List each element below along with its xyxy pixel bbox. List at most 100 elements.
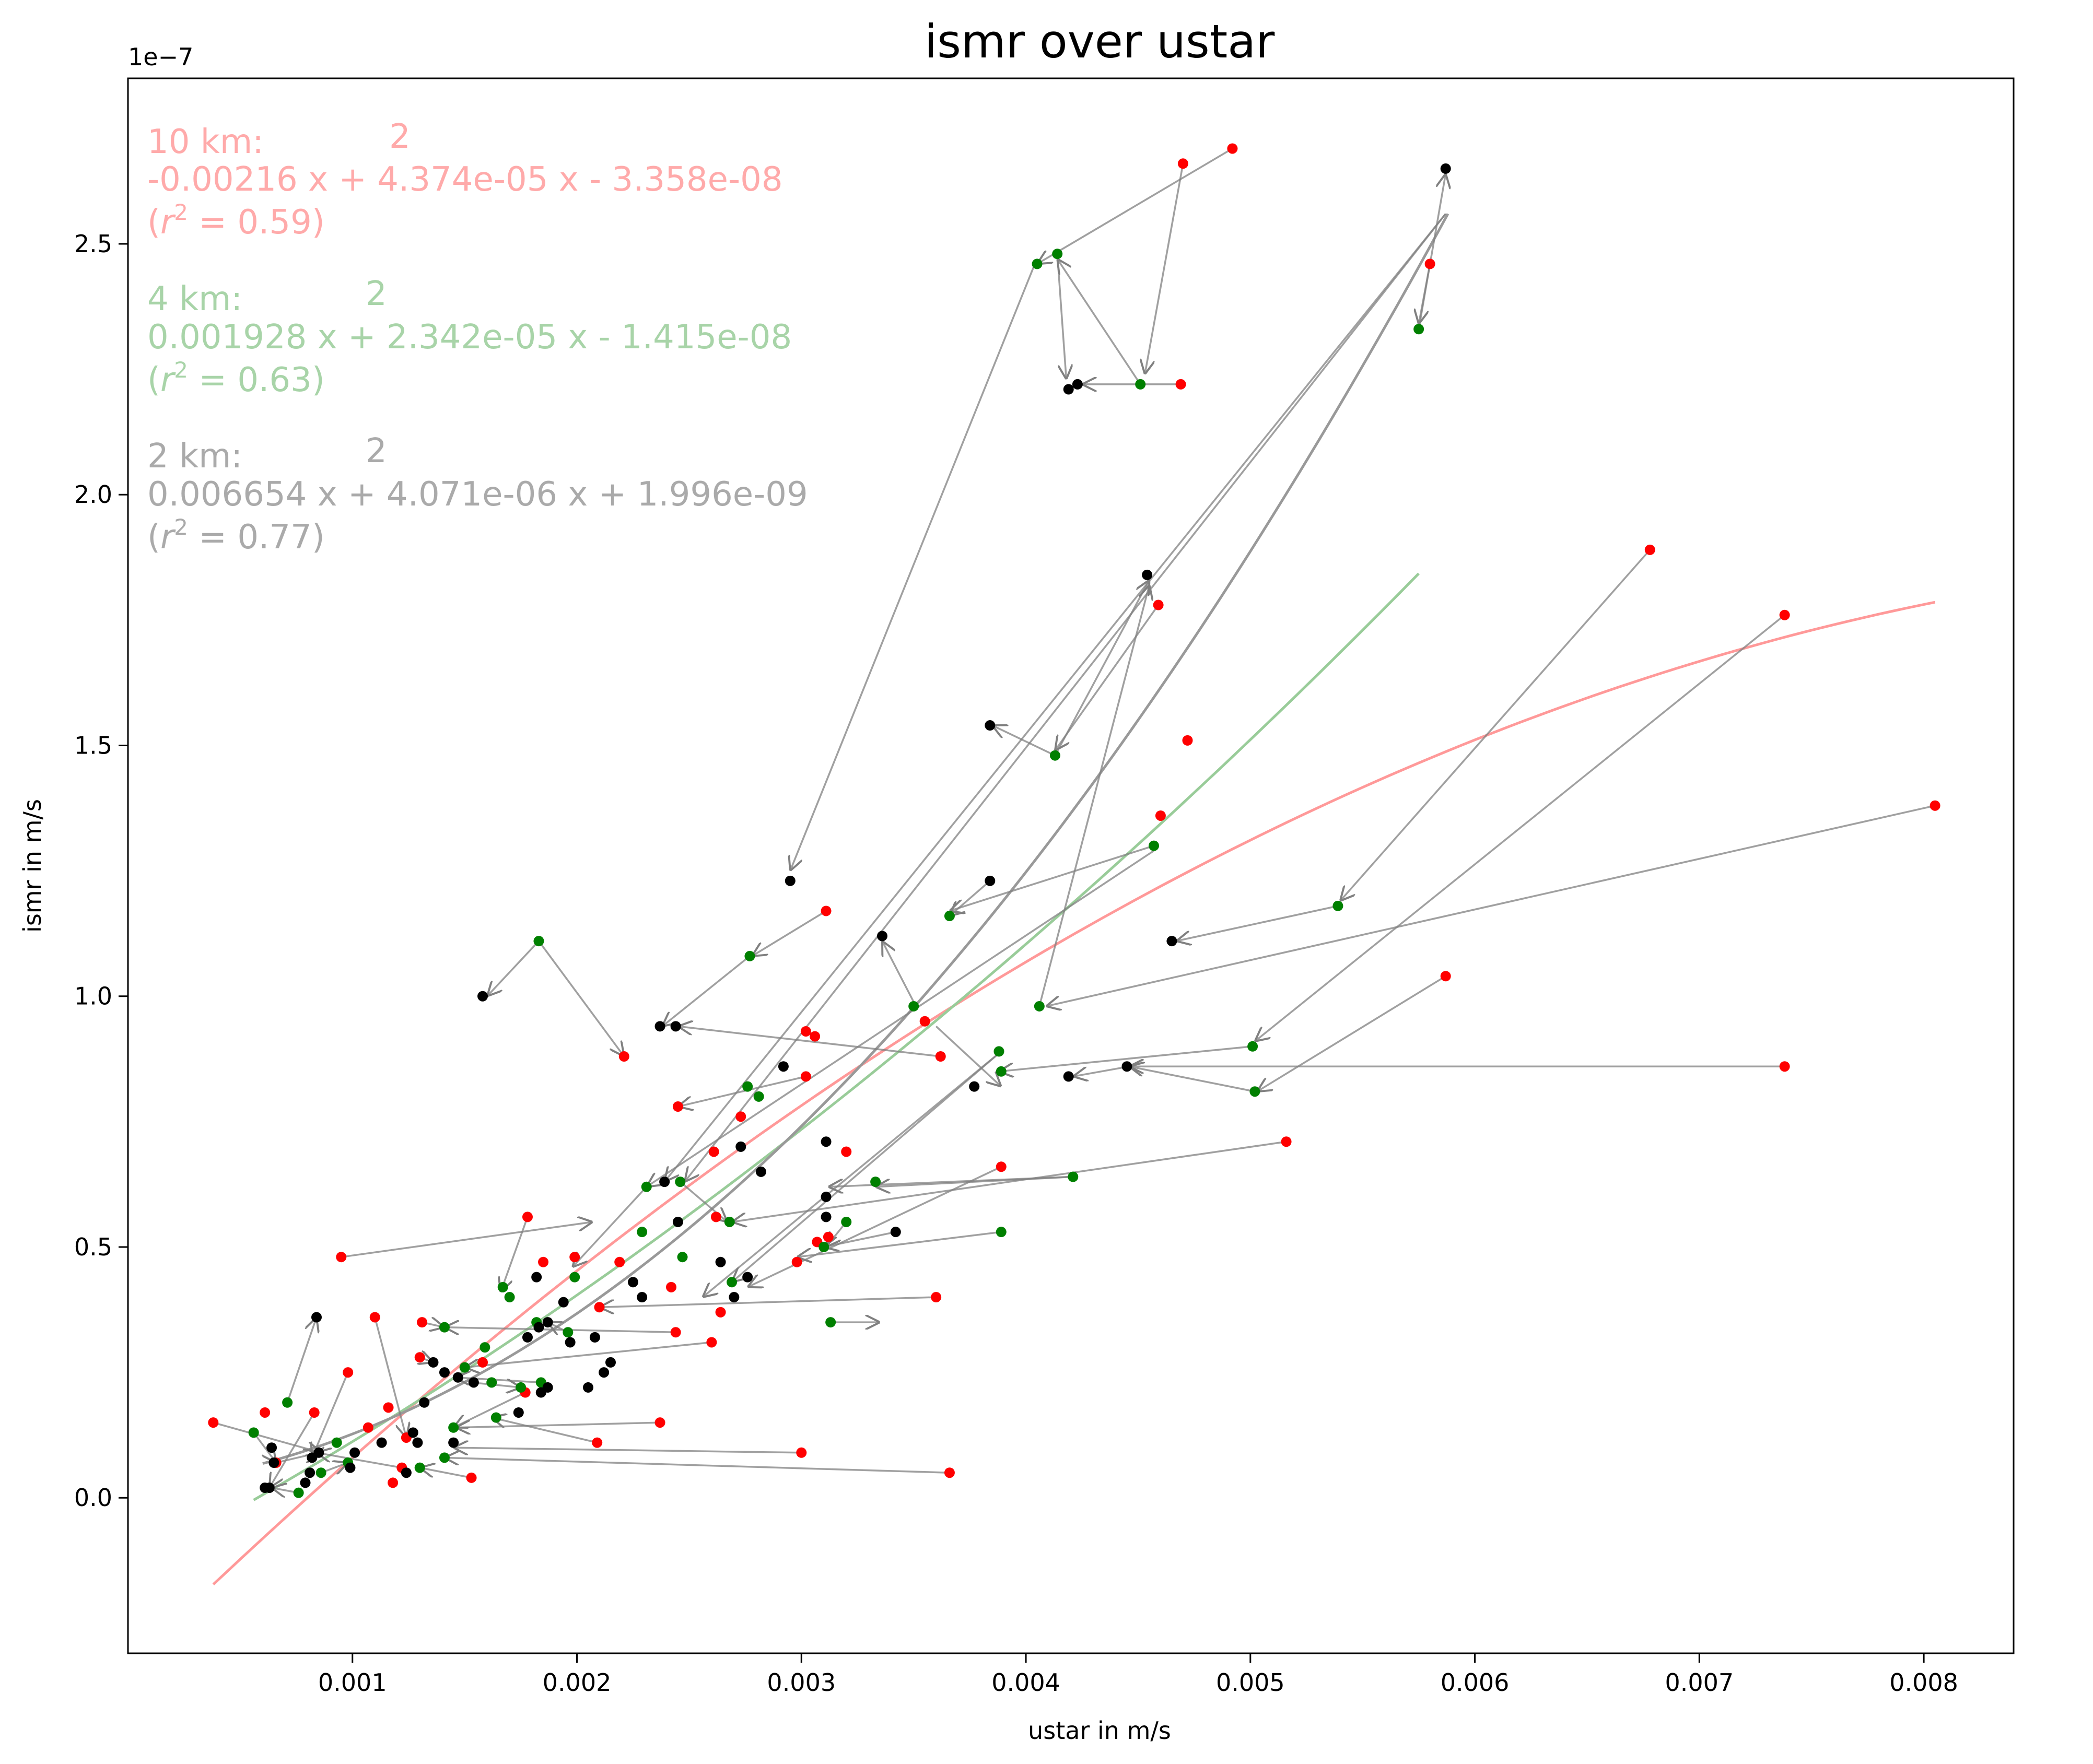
x-tick-label: 0.005: [1216, 1668, 1285, 1697]
annotation-10km-equation: -0.00216 x + 4.374e-05 x - 3.358e-08: [147, 160, 783, 199]
trajectory-arrow: [732, 1140, 1287, 1222]
data-point-2km: [305, 1467, 315, 1478]
data-point-4km: [293, 1487, 304, 1498]
data-point-4km: [727, 1277, 738, 1288]
trajectory-arrow: [317, 1453, 402, 1469]
data-point-10km: [383, 1402, 394, 1413]
data-point-2km: [558, 1297, 569, 1308]
trajectory-arrow: [253, 1432, 276, 1463]
data-point-10km: [796, 1447, 807, 1458]
data-point-2km: [376, 1437, 387, 1448]
trajectory-arrow: [600, 1296, 937, 1307]
data-point-4km: [459, 1362, 470, 1373]
trajectory-arrow: [1129, 1066, 1255, 1092]
trajectory-arrow: [647, 850, 1154, 1187]
data-point-2km: [821, 1136, 832, 1147]
data-point-2km: [890, 1227, 901, 1238]
data-point-10km: [414, 1352, 425, 1363]
trajectory-arrow: [950, 844, 1154, 911]
data-point-10km: [710, 1212, 721, 1222]
x-tick-label: 0.007: [1665, 1668, 1734, 1697]
data-point-10km: [1153, 599, 1164, 610]
data-point-2km: [513, 1407, 524, 1418]
data-point-10km: [800, 1071, 811, 1082]
trajectory-arrow: [703, 1051, 1002, 1297]
data-point-10km: [715, 1307, 726, 1318]
y-axis-label: ismr in m/s: [18, 799, 46, 933]
data-point-10km: [1779, 1061, 1790, 1072]
data-point-4km: [516, 1382, 527, 1393]
data-point-2km: [785, 875, 796, 886]
data-point-10km: [1227, 143, 1238, 154]
data-point-4km: [448, 1422, 459, 1433]
data-point-2km: [401, 1467, 412, 1478]
data-point-4km: [569, 1272, 580, 1283]
data-point-4km: [944, 911, 955, 922]
plot-frame: [127, 77, 2015, 1654]
data-point-4km: [641, 1181, 652, 1192]
data-point-10km: [1177, 158, 1188, 169]
data-point-4km: [414, 1462, 425, 1473]
data-point-2km: [1166, 936, 1177, 947]
trajectory-arrow: [1340, 549, 1651, 901]
data-point-2km: [821, 1212, 832, 1222]
trajectory-arrow: [270, 1412, 315, 1488]
data-point-10km: [821, 905, 832, 916]
trajectory-arrow: [445, 1457, 950, 1474]
trajectory-arrow: [492, 1418, 598, 1444]
trajectory-arrow: [465, 1341, 712, 1367]
data-point-10km: [670, 1327, 681, 1338]
data-point-4km: [908, 1001, 919, 1012]
data-point-4km: [1247, 1041, 1258, 1052]
data-point-10km: [708, 1146, 719, 1157]
trajectory-arrow: [374, 1317, 406, 1438]
data-point-10km: [1930, 800, 1940, 811]
data-point-2km: [412, 1437, 423, 1448]
annotation-4km-head: 4 km: 2: [147, 275, 387, 319]
data-point-10km: [477, 1357, 488, 1368]
y-tick-label: 1.0: [74, 982, 112, 1010]
data-point-4km: [563, 1327, 574, 1338]
data-point-4km: [1052, 249, 1063, 260]
trajectory-arrow: [685, 213, 1447, 1182]
data-point-10km: [208, 1417, 219, 1428]
data-point-10km: [363, 1422, 373, 1433]
data-point-2km: [627, 1277, 638, 1288]
data-point-2km: [260, 1483, 271, 1493]
data-point-10km: [706, 1337, 717, 1348]
data-point-4km: [841, 1216, 852, 1227]
data-point-4km: [819, 1241, 829, 1252]
data-point-10km: [336, 1252, 347, 1263]
data-point-2km: [439, 1367, 450, 1378]
data-point-4km: [533, 936, 544, 947]
data-point-2km: [531, 1272, 542, 1283]
data-point-2km: [452, 1372, 463, 1383]
data-point-10km: [944, 1467, 955, 1478]
data-point-4km: [1249, 1086, 1260, 1097]
data-point-10km: [538, 1256, 549, 1267]
data-point-10km: [654, 1417, 665, 1428]
trajectory-arrow: [747, 1166, 1002, 1287]
data-point-2km: [1121, 1061, 1132, 1072]
data-point-2km: [522, 1332, 533, 1343]
x-axis-label: ustar in m/s: [1028, 1716, 1171, 1745]
data-point-10km: [466, 1472, 477, 1483]
data-point-2km: [605, 1357, 616, 1368]
data-point-10km: [996, 1161, 1007, 1172]
data-point-4km: [996, 1066, 1007, 1077]
trajectory-arrow: [1255, 614, 1785, 1041]
data-points: [208, 143, 1940, 1498]
data-point-4km: [637, 1227, 648, 1238]
trajectory-arrow: [992, 725, 1056, 757]
data-point-10km: [388, 1477, 399, 1488]
trajectory-arrow: [1176, 905, 1338, 941]
trajectory-arrow: [828, 1175, 1071, 1187]
data-point-4km: [439, 1452, 450, 1463]
trajectory-arrow: [487, 940, 540, 996]
data-point-10km: [1182, 735, 1193, 746]
trajectory-arrows: [213, 147, 1935, 1492]
trajectory-arrow: [1073, 1065, 1130, 1076]
data-point-2km: [1063, 1071, 1074, 1082]
